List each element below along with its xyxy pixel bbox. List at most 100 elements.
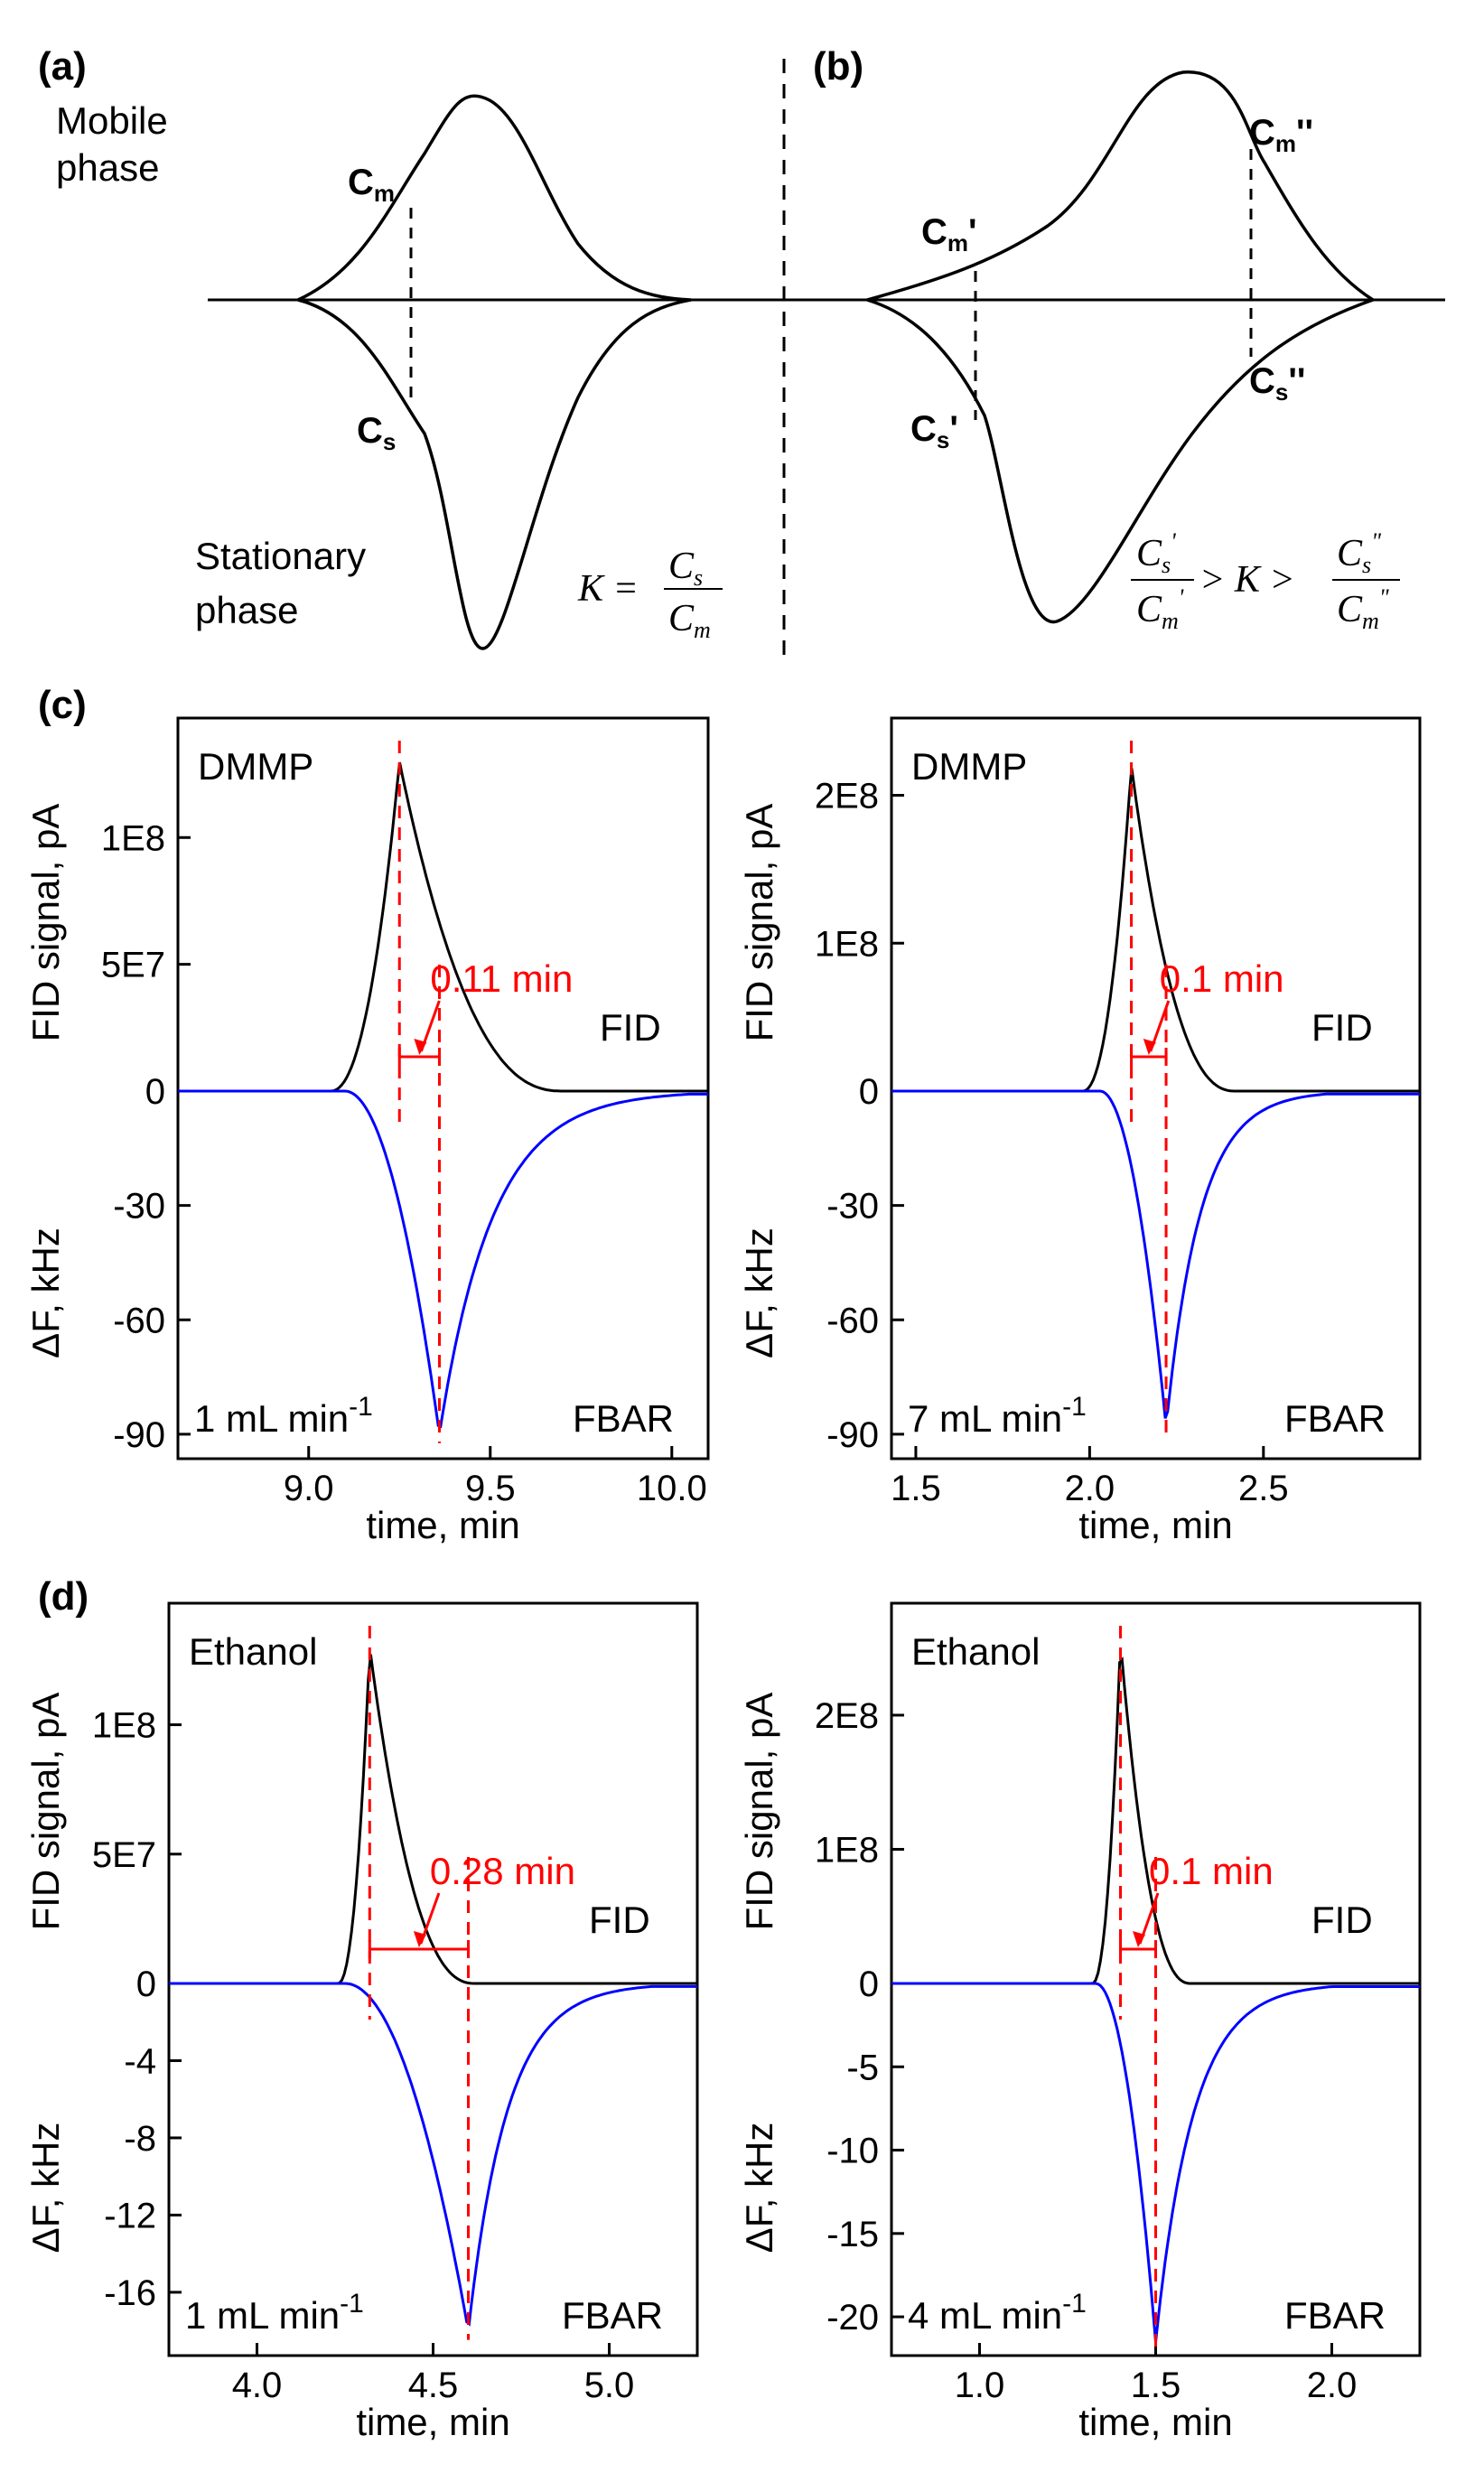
stationary-phase-label-1: Stationary [195, 535, 366, 577]
chart-d-left: 4.0 4.5 5.0 time, min 0 5E7 1E8 -16 -12 -8 -4 FID s… [24, 1601, 699, 2443]
x-axis-label: time, min [366, 1504, 519, 1546]
plot-frame [176, 716, 710, 1460]
flow-label: 4 mL min-1 [908, 2289, 1087, 2337]
panel-label-b: (b) [813, 44, 863, 89]
y-tick-label-fid: 1E8 [101, 818, 165, 858]
svg-text:Cs": Cs" [1337, 528, 1381, 578]
y-tick-label-fbar: -60 [826, 1301, 879, 1340]
y-tick-label-fid: 5E7 [101, 946, 165, 985]
x-tick-label: 4.0 [232, 2366, 283, 2405]
flow-exponent: -1 [340, 2289, 364, 2319]
x-tick-label: 9.0 [284, 1469, 334, 1508]
plot-frame [167, 1601, 699, 2357]
x-axis-label: time, min [356, 2401, 509, 2443]
y-tick-label-fbar: -10 [826, 2132, 879, 2171]
fid-label: FID [600, 1006, 661, 1049]
flow-exponent: -1 [349, 1392, 373, 1422]
y-tick-label-fid: 5E7 [92, 1835, 156, 1875]
delay-label: 0.1 min [1149, 1850, 1274, 1892]
y-axis-label-fbar: ΔF, kHz [738, 2123, 780, 2254]
schematic: (a) (b) Mobile phase Stationary phase Cm… [38, 44, 1445, 664]
svg-text:> K >: > K > [1199, 559, 1295, 601]
y-tick-label-fid: 0 [136, 1964, 156, 2004]
panel-label-d: (d) [38, 1574, 89, 1619]
y-tick-label-fbar: -60 [113, 1301, 165, 1340]
x-tick-label: 9.5 [465, 1469, 516, 1508]
x-tick-label: 2.0 [1307, 2366, 1358, 2405]
stationary-peak-b [866, 298, 1374, 623]
cs1-label-b: Cs' [910, 409, 958, 453]
y-axis-label-fbar: ΔF, kHz [738, 1227, 780, 1358]
x-tick-label: 1.0 [955, 2366, 1005, 2405]
chart-c-left: 9.0 9.5 10.0 time, min 0 5E7 1E8 -90 -60 -30 FID s… [24, 716, 710, 1546]
y-tick-label-fid: 2E8 [815, 777, 879, 817]
x-tick-label: 4.5 [408, 2366, 459, 2405]
flow-exponent: -1 [1062, 2289, 1087, 2319]
plot-frame [890, 716, 1422, 1460]
delay-arrow-head [1133, 1931, 1145, 1947]
y-tick-label-fbar: -30 [113, 1187, 165, 1227]
y-tick-label-fbar: -5 [846, 2048, 879, 2087]
flow-label: 7 mL min-1 [908, 1392, 1087, 1440]
delay-arrow-head [413, 1931, 426, 1947]
flow-label: 1 mL min-1 [194, 1392, 373, 1440]
y-tick-label-fbar: -16 [104, 2273, 156, 2313]
fbar-series-line [178, 1089, 708, 1429]
y-tick-label-fbar: -8 [124, 2119, 156, 2159]
flow-label: 1 mL min-1 [185, 2289, 364, 2337]
cs-label-a: Cs [357, 411, 396, 455]
x-tick-label: 1.5 [1131, 2366, 1181, 2405]
y-tick-label-fbar: -20 [826, 2298, 879, 2338]
analyte-label: DMMP [198, 745, 313, 788]
y-tick-label-fbar: -4 [124, 2041, 156, 2081]
y-axis-label-fid: FID signal, pA [24, 804, 67, 1042]
y-tick-label-fid: 0 [859, 1964, 879, 2004]
fbar-series-line [169, 1982, 697, 2327]
svg-text:Cs': Cs' [1136, 528, 1176, 578]
y-tick-label-fid: 0 [145, 1072, 165, 1112]
analyte-label: Ethanol [911, 1630, 1040, 1673]
delay-label: 0.1 min [1160, 957, 1284, 1000]
svg-text:Cs: Cs [668, 546, 703, 591]
y-tick-label-fbar: -30 [826, 1187, 879, 1227]
fid-label: FID [589, 1899, 650, 1941]
mobile-phase-label-1: Mobile [56, 99, 168, 142]
mobile-peak-a [297, 94, 692, 302]
x-tick-label: 10.0 [637, 1469, 707, 1508]
fbar-series-line [891, 1089, 1420, 1419]
panel-label-c: (c) [38, 683, 87, 727]
y-tick-label-fid: 1E8 [92, 1706, 156, 1746]
fbar-label: FBAR [1284, 1397, 1386, 1440]
delay-label: 0.11 min [430, 957, 573, 1000]
cm-label-a: Cm [348, 163, 395, 207]
cs2-label-b: Cs'' [1249, 361, 1305, 406]
y-axis-label-fid: FID signal, pA [24, 1693, 67, 1931]
y-tick-label-fbar: -90 [113, 1415, 165, 1455]
equation-a: K = Cs Cm [577, 546, 723, 643]
x-tick-label: 5.0 [584, 2366, 635, 2405]
svg-text:Cm': Cm' [1136, 584, 1184, 634]
y-tick-label-fid: 1E8 [815, 924, 879, 964]
y-tick-label-fbar: -12 [104, 2196, 156, 2235]
y-tick-label-fid: 1E8 [815, 1830, 879, 1870]
x-tick-label: 1.5 [891, 1469, 941, 1508]
fbar-label: FBAR [1284, 2294, 1386, 2337]
fid-label: FID [1311, 1899, 1373, 1941]
y-tick-label-fid: 2E8 [815, 1696, 879, 1736]
chart-d-right: 1.0 1.5 2.0 time, min 0 1E8 2E8 -20 -15 -10 -5 FID … [738, 1601, 1422, 2443]
stationary-phase-label-2: phase [195, 589, 298, 631]
delay-label: 0.28 min [430, 1850, 575, 1892]
y-tick-label-fbar: -90 [826, 1415, 879, 1455]
flow-exponent: -1 [1062, 1392, 1087, 1422]
y-tick-label-fid: 0 [859, 1072, 879, 1112]
analyte-label: Ethanol [189, 1630, 317, 1673]
delay-arrow-head [1143, 1039, 1156, 1055]
svg-text:K =: K = [577, 568, 639, 610]
plot-frame [890, 1601, 1422, 2357]
fid-label: FID [1311, 1006, 1373, 1049]
svg-text:Cm: Cm [668, 598, 711, 643]
y-axis-label-fid: FID signal, pA [738, 1693, 780, 1931]
fbar-label: FBAR [573, 1397, 674, 1440]
